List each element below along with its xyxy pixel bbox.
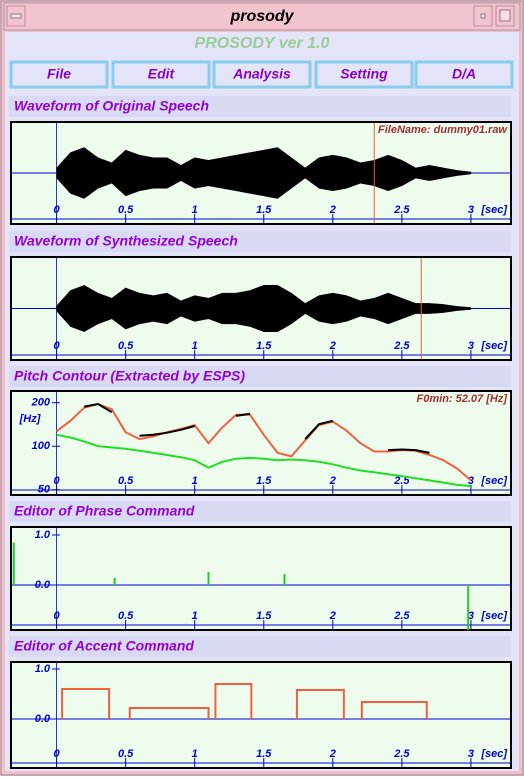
panel-header (9, 231, 511, 252)
x-unit: [sec] (480, 610, 507, 622)
x-tick-label: 1.5 (256, 610, 272, 622)
x-tick-label: 1 (192, 340, 198, 352)
x-tick-label: 0 (54, 610, 61, 622)
x-tick-label: 2 (329, 204, 336, 216)
panel-header (9, 366, 511, 387)
menu-button[interactable] (414, 60, 514, 89)
waveform-upper (56, 147, 472, 174)
accent-command (214, 683, 253, 719)
app-title: PROSODY ver 1.0 (195, 35, 330, 52)
x-tick-label: 2.5 (393, 204, 410, 216)
accent-command (128, 707, 210, 719)
menu-label: Edit (148, 66, 176, 82)
x-unit: [sec] (480, 475, 507, 487)
panel-title: Waveform of Original Speech (14, 98, 209, 114)
x-tick-label: 1 (192, 610, 198, 622)
menu-button[interactable] (111, 60, 211, 89)
x-tick-label: 2 (329, 340, 336, 352)
x-tick-label: 1 (192, 204, 198, 216)
x-tick-label: 0.5 (118, 610, 134, 622)
x-tick-label: 2 (329, 748, 336, 760)
waveform-lower (56, 172, 472, 199)
y-unit: [Hz] (19, 413, 41, 425)
panel-header (9, 501, 511, 522)
x-tick-label: 0.5 (118, 475, 134, 487)
x-tick-label: 3 (468, 475, 474, 487)
x-unit: [sec] (480, 748, 507, 760)
plot-box (10, 526, 512, 631)
menu-label: Analysis (232, 66, 291, 82)
y-tick-label: 200 (31, 397, 51, 409)
x-tick-label: 1.5 (256, 204, 272, 216)
x-unit: [sec] (480, 340, 507, 352)
panel-title: Editor of Accent Command (14, 638, 194, 654)
panel-title: Pitch Contour (Extracted by ESPS) (14, 368, 245, 384)
y-tick-label: 1.0 (35, 529, 51, 541)
accent-command (61, 688, 111, 719)
panel-title: Editor of Phrase Command (14, 503, 195, 519)
panel-title: Waveform of Synthesized Speech (14, 233, 238, 249)
accent-command (295, 689, 345, 719)
x-tick-label: 0.5 (118, 204, 134, 216)
menu-label: D/A (452, 66, 476, 82)
x-tick-label: 1.5 (256, 340, 272, 352)
title-bar (3, 2, 521, 31)
info-label: FileName: dummy01.raw (378, 124, 508, 136)
y-tick-label: 1.0 (35, 663, 51, 675)
waveform-lower (56, 308, 472, 332)
menu-icon (10, 13, 22, 19)
window-title: prosody (229, 8, 294, 25)
waveform-upper (56, 285, 472, 309)
x-tick-label: 0 (54, 340, 61, 352)
panel-header (9, 636, 511, 657)
x-tick-label: 0 (54, 748, 61, 760)
plot-box (10, 390, 512, 496)
x-tick-label: 3 (468, 610, 474, 622)
x-tick-label: 2.5 (393, 340, 410, 352)
x-tick-label: 2.5 (393, 748, 410, 760)
menu-label: File (47, 66, 71, 82)
y-tick-label: 50 (38, 484, 51, 496)
x-tick-label: 0 (54, 204, 61, 216)
x-tick-label: 2.5 (393, 610, 410, 622)
panel-header (9, 96, 511, 117)
y-tick-label: 100 (32, 440, 51, 452)
info-label: F0min: 52.07 [Hz] (417, 393, 508, 405)
x-tick-label: 1 (192, 748, 198, 760)
x-tick-label: 3 (468, 204, 474, 216)
x-tick-label: 1.5 (256, 748, 272, 760)
x-tick-label: 2 (329, 610, 336, 622)
x-tick-label: 0.5 (118, 340, 134, 352)
x-tick-label: 0.5 (118, 748, 134, 760)
x-tick-label: 3 (468, 748, 474, 760)
menu-button[interactable] (9, 60, 109, 89)
accent-command (360, 701, 428, 719)
x-tick-label: 3 (468, 340, 474, 352)
pitch-curve (84, 402, 430, 454)
x-tick-label: 0 (54, 475, 61, 487)
x-tick-label: 2 (329, 475, 336, 487)
pitch-curve (56, 433, 471, 488)
minimize-icon (480, 13, 486, 19)
menu-button[interactable] (212, 60, 312, 89)
x-tick-label: 1.5 (256, 475, 272, 487)
menu-label: Setting (340, 66, 388, 82)
x-tick-label: 1 (192, 475, 198, 487)
maximize-icon (499, 9, 511, 22)
menu-button[interactable] (314, 60, 414, 89)
x-unit: [sec] (480, 204, 507, 216)
